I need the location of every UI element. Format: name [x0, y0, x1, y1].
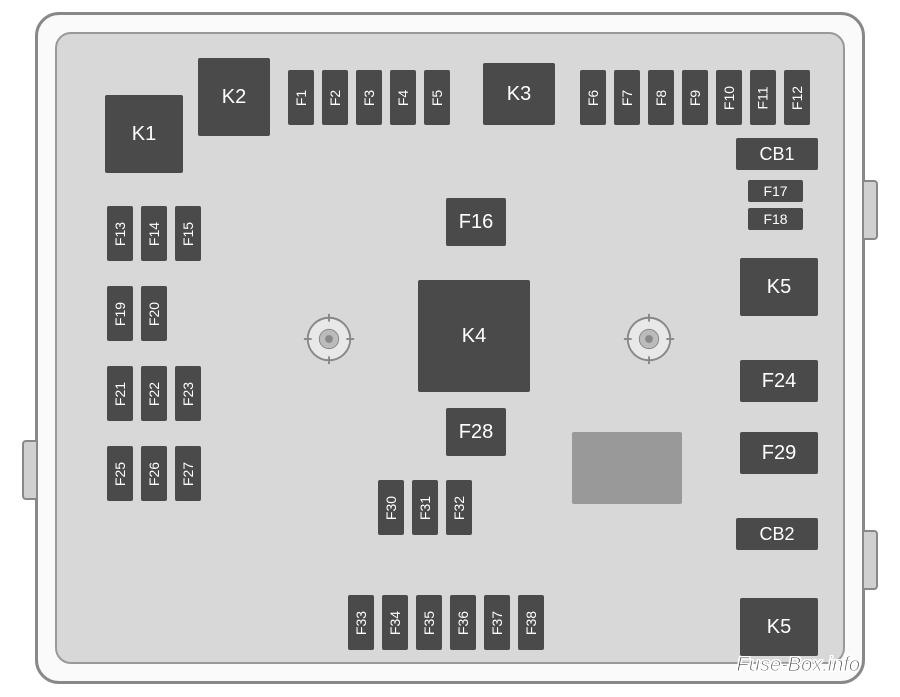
- fuse-f27: F27: [175, 446, 201, 501]
- relay-k3: K3: [483, 63, 555, 125]
- fuse-f30: F30: [378, 480, 404, 535]
- fuse-f33: F33: [348, 595, 374, 650]
- fuse-f34: F34: [382, 595, 408, 650]
- fuse-f38: F38: [518, 595, 544, 650]
- fuse-f37: F37: [484, 595, 510, 650]
- fuse-f5: F5: [424, 70, 450, 125]
- fuse-f1: F1: [288, 70, 314, 125]
- relay-k4: K4: [418, 280, 530, 392]
- fuse-f29: F29: [740, 432, 818, 474]
- fuse-f2: F2: [322, 70, 348, 125]
- fuse-f36: F36: [450, 595, 476, 650]
- enclosure-tab: [862, 180, 878, 240]
- fuse-f15: F15: [175, 206, 201, 261]
- fuse-f35: F35: [416, 595, 442, 650]
- fuse-f11: F11: [750, 70, 776, 125]
- fuse-f20: F20: [141, 286, 167, 341]
- fuse-f19: F19: [107, 286, 133, 341]
- relay-k1: K1: [105, 95, 183, 173]
- fuse-f25: F25: [107, 446, 133, 501]
- fuse-f14: F14: [141, 206, 167, 261]
- fuse-f32: F32: [446, 480, 472, 535]
- fuse-f31: F31: [412, 480, 438, 535]
- fuse-f28: F28: [446, 408, 506, 456]
- relay-k5b: K5: [740, 598, 818, 656]
- breaker-cb1: CB1: [736, 138, 818, 170]
- fuse-f9: F9: [682, 70, 708, 125]
- mounting-screw-icon: [300, 310, 358, 368]
- fuse-f22: F22: [141, 366, 167, 421]
- relay-k2: K2: [198, 58, 270, 136]
- fuse-f23: F23: [175, 366, 201, 421]
- fuse-f13: F13: [107, 206, 133, 261]
- fuse-f17: F17: [748, 180, 803, 202]
- fuse-f21: F21: [107, 366, 133, 421]
- enclosure-tab: [22, 440, 38, 500]
- fuse-f3: F3: [356, 70, 382, 125]
- breaker-cb2: CB2: [736, 518, 818, 550]
- enclosure-tab: [862, 530, 878, 590]
- mounting-screw-icon: [620, 310, 678, 368]
- fuse-f12: F12: [784, 70, 810, 125]
- fuse-f18: F18: [748, 208, 803, 230]
- blank-module: [572, 432, 682, 504]
- fuse-f8: F8: [648, 70, 674, 125]
- fuse-f10: F10: [716, 70, 742, 125]
- fuse-f26: F26: [141, 446, 167, 501]
- fuse-f6: F6: [580, 70, 606, 125]
- relay-k5a: K5: [740, 258, 818, 316]
- fuse-f4: F4: [390, 70, 416, 125]
- fuse-f24: F24: [740, 360, 818, 402]
- fuse-f16: F16: [446, 198, 506, 246]
- fuse-f7: F7: [614, 70, 640, 125]
